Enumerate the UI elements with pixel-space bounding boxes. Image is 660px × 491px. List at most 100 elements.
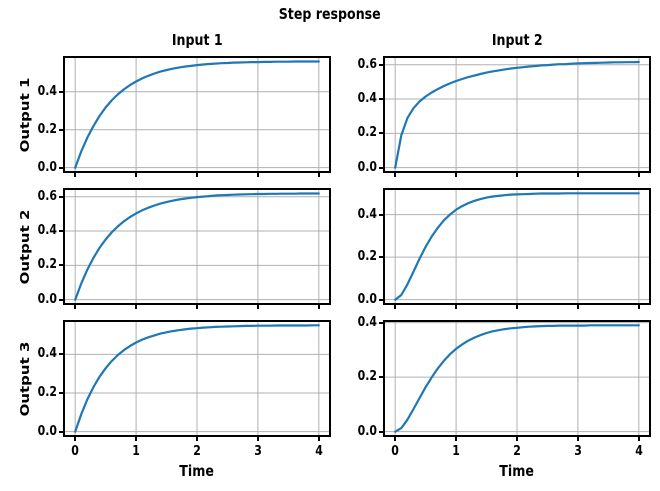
- x-tick: [516, 437, 518, 441]
- plot-area: [383, 320, 651, 437]
- x-tick-label: 1: [452, 444, 460, 459]
- x-tick-label: 2: [513, 444, 521, 459]
- y-axis-label: Output 1: [17, 77, 33, 152]
- x-tick: [637, 173, 640, 177]
- axes-output2-input1: 0.0 0.2 0.4 0.6 Output 2: [17, 188, 331, 309]
- x-tick: [394, 173, 397, 177]
- y-tick: [379, 98, 383, 101]
- y-tick: [59, 90, 63, 93]
- x-tick: [317, 305, 320, 309]
- axes-spine: [383, 320, 651, 437]
- figure-title: Step response: [0, 5, 660, 23]
- x-tick-label: 1: [132, 444, 140, 459]
- y-tick-label: 0.4: [357, 91, 377, 107]
- y-tick: [59, 128, 63, 131]
- y-tick: [379, 321, 383, 324]
- x-tick: [394, 305, 397, 309]
- y-tick: [379, 256, 383, 259]
- y-tick-label: 0.2: [357, 249, 377, 265]
- x-axis-label-text: Time: [499, 462, 535, 480]
- y-axis-label: Output 3: [17, 341, 33, 416]
- y-tick-label: 0.2: [37, 385, 57, 400]
- y-tick-label: 0.4: [37, 346, 57, 362]
- plot-area: [63, 320, 331, 437]
- x-tick: [196, 437, 198, 441]
- x-tick: [256, 305, 259, 309]
- y-tick: [379, 132, 383, 135]
- x-tick: [135, 437, 138, 441]
- x-tick: [256, 437, 259, 441]
- y-tick: [379, 213, 383, 216]
- plot-area: [383, 56, 651, 173]
- x-tick-label: 0: [391, 444, 399, 459]
- x-tick-label: 4: [635, 444, 643, 459]
- x-tick: [576, 305, 579, 309]
- x-tick: [455, 305, 458, 309]
- plot-area: [63, 188, 331, 305]
- step-response-line: [394, 324, 640, 433]
- axes-title: Input 1: [63, 31, 331, 49]
- axes-spine: [63, 320, 331, 437]
- x-tick: [317, 437, 320, 441]
- y-tick: [59, 298, 63, 301]
- y-tick: [59, 230, 63, 233]
- x-tick: [455, 437, 458, 441]
- y-tick: [379, 430, 383, 433]
- plot-area: [383, 188, 651, 305]
- y-tick-label: 0.4: [357, 314, 377, 330]
- x-tick: [196, 173, 198, 177]
- y-tick-label: 0.2: [37, 257, 57, 273]
- x-tick: [74, 437, 77, 441]
- y-tick: [59, 353, 63, 356]
- y-tick: [59, 166, 63, 169]
- axes-output3-input1: 0 1 2 3 4 0.0 0.2 0.4 Output 3 Time: [17, 320, 331, 480]
- y-tick-label: 0.0: [37, 423, 57, 439]
- y-tick-label: 0.4: [37, 223, 57, 239]
- y-tick: [379, 298, 383, 301]
- y-tick-label: 0.2: [357, 125, 377, 141]
- x-tick-label: 3: [254, 444, 262, 459]
- y-tick-label: 0.0: [357, 291, 377, 307]
- y-tick-label: 0.2: [37, 121, 57, 137]
- step-response-line: [74, 192, 320, 301]
- axes-title-text: Input 1: [171, 31, 223, 49]
- figure-title-text: Step response: [278, 5, 382, 23]
- x-axis-label-text: Time: [179, 462, 215, 480]
- y-axis-label: Output 2: [17, 209, 33, 284]
- x-tick: [455, 173, 458, 177]
- x-tick: [135, 305, 138, 309]
- axes-spine: [63, 188, 331, 305]
- x-tick: [516, 305, 518, 309]
- y-tick: [379, 63, 383, 66]
- axes-output2-input2: 0.0 0.2 0.4: [358, 188, 651, 309]
- y-tick: [59, 264, 63, 267]
- axes-spine: [383, 188, 651, 305]
- axes-title: Input 2: [383, 31, 651, 49]
- step-response-line: [394, 60, 640, 169]
- y-tick: [59, 392, 63, 394]
- step-response-line: [394, 192, 640, 301]
- x-tick: [196, 305, 198, 309]
- x-tick: [317, 173, 320, 177]
- x-tick: [516, 173, 518, 177]
- x-tick: [576, 437, 579, 441]
- y-tick-label: 0.0: [37, 159, 57, 175]
- x-tick-label: 2: [193, 444, 201, 459]
- y-tick-label: 0.6: [357, 56, 377, 72]
- step-response-line: [74, 60, 320, 169]
- plot-area: [63, 56, 331, 173]
- x-tick: [637, 437, 640, 441]
- y-tick-label: 0.0: [357, 159, 377, 175]
- axes-spine: [63, 56, 331, 173]
- axes-output1-input1: 0.0 0.2 0.4 Input 1 Output 1: [17, 31, 331, 177]
- y-tick-label: 0.6: [37, 188, 57, 204]
- x-tick: [135, 173, 138, 177]
- x-tick: [394, 437, 397, 441]
- x-tick: [256, 173, 259, 177]
- x-tick: [74, 305, 77, 309]
- y-tick-label: 0.0: [357, 423, 377, 439]
- y-tick: [59, 430, 63, 433]
- y-tick-label: 0.4: [357, 206, 377, 222]
- axes-output1-input2: 0.0 0.2 0.4 0.6 Input 2: [358, 31, 651, 177]
